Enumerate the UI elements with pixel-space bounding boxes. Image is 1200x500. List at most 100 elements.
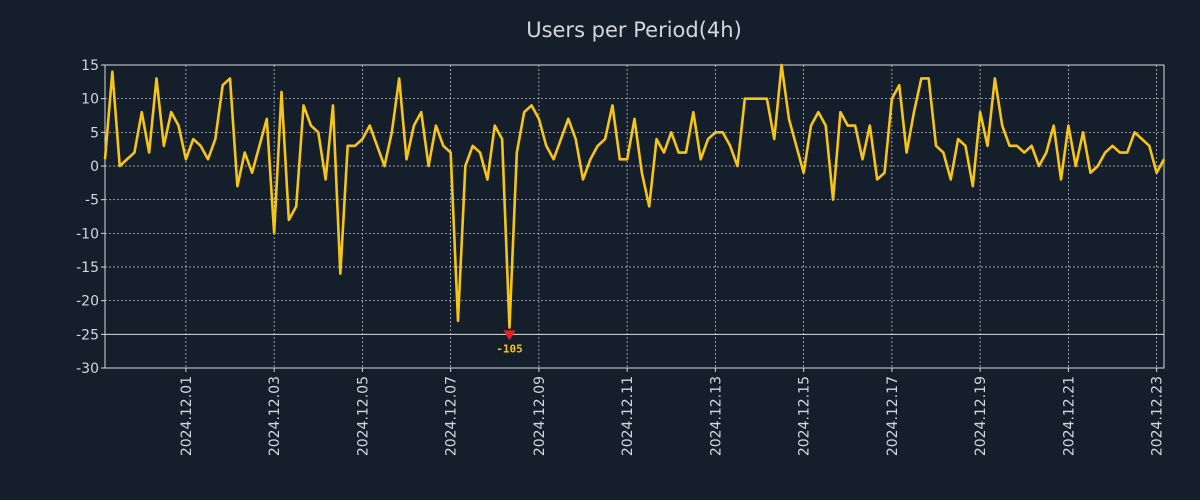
data-point: [199, 145, 201, 147]
data-point: [229, 77, 231, 79]
data-point: [685, 151, 687, 153]
data-point: [1148, 145, 1150, 147]
data-point: [729, 145, 731, 147]
data-point: [405, 158, 407, 160]
data-point: [1163, 158, 1165, 160]
data-point: [1097, 165, 1099, 167]
x-tick-label: 2024.12.03: [267, 376, 283, 456]
data-point: [185, 158, 187, 160]
data-point: [802, 172, 804, 174]
data-point: [126, 158, 128, 160]
data-point: [758, 97, 760, 99]
data-point: [574, 138, 576, 140]
y-tick-label: -25: [76, 327, 99, 343]
data-point: [383, 165, 385, 167]
min-marker-icon: [503, 330, 516, 341]
data-point: [589, 158, 591, 160]
data-point: [207, 158, 209, 160]
data-point: [1126, 151, 1128, 153]
data-point: [376, 145, 378, 147]
data-point: [177, 124, 179, 126]
data-point: [663, 151, 665, 153]
data-point: [744, 97, 746, 99]
data-point: [369, 124, 371, 126]
data-point: [994, 77, 996, 79]
data-point: [780, 64, 782, 66]
data-point: [582, 178, 584, 180]
data-point: [869, 124, 871, 126]
data-point: [427, 165, 429, 167]
data-point: [714, 131, 716, 133]
x-tick-label: 2024.12.13: [708, 376, 724, 456]
data-point: [935, 145, 937, 147]
data-point: [1045, 151, 1047, 153]
data-point: [420, 111, 422, 113]
data-point: [221, 84, 223, 86]
data-point: [398, 77, 400, 79]
data-point: [1141, 138, 1143, 140]
data-point: [861, 158, 863, 160]
data-point: [751, 97, 753, 99]
x-tick-label: 2024.12.11: [620, 376, 636, 456]
data-point: [1030, 145, 1032, 147]
data-point: [317, 131, 319, 133]
data-point: [192, 138, 194, 140]
series-layer: [103, 63, 1166, 329]
data-point: [530, 104, 532, 106]
data-point: [1016, 145, 1018, 147]
data-point: [810, 124, 812, 126]
data-point: [773, 138, 775, 140]
y-tick-label: -10: [76, 226, 99, 242]
data-point: [111, 71, 113, 73]
data-point: [560, 138, 562, 140]
data-point: [302, 104, 304, 106]
data-point: [442, 145, 444, 147]
data-point: [567, 118, 569, 120]
y-tick-label: -5: [85, 193, 99, 209]
y-tick-label: 10: [81, 92, 99, 108]
data-point: [155, 77, 157, 79]
plot-frame: [104, 64, 1165, 369]
y-axis: 15 10 5 0 -5 -10 -15 -20 -25 -30: [76, 58, 105, 377]
data-point: [273, 232, 275, 234]
data-point: [626, 158, 628, 160]
x-tick-label: 2024.12.07: [444, 376, 460, 456]
min-annotation-label: -105: [496, 342, 523, 355]
x-tick-label: 2024.12.17: [885, 376, 901, 456]
data-point: [486, 178, 488, 180]
data-point: [597, 145, 599, 147]
data-point: [927, 77, 929, 79]
y-tick-label: -15: [76, 260, 99, 276]
data-point: [736, 165, 738, 167]
data-point: [472, 145, 474, 147]
data-point: [633, 118, 635, 120]
x-axis: 2024.12.01 2024.12.03 2024.12.05 2024.12.07…: [179, 368, 1166, 456]
data-point: [699, 158, 701, 160]
data-point: [611, 104, 613, 106]
y-tick-label: 0: [90, 159, 99, 175]
data-point: [494, 124, 496, 126]
data-point: [655, 138, 657, 140]
x-tick-label: 2024.12.15: [797, 376, 813, 456]
data-point: [898, 84, 900, 86]
data-point: [266, 118, 268, 120]
data-point: [413, 124, 415, 126]
data-point: [825, 124, 827, 126]
series-line-users: [103, 63, 1166, 329]
data-point: [295, 205, 297, 207]
data-point: [847, 124, 849, 126]
data-point: [1119, 151, 1121, 153]
data-point: [766, 97, 768, 99]
data-point: [957, 138, 959, 140]
data-point: [258, 145, 260, 147]
annotation-layer: -105: [496, 330, 523, 355]
data-point: [457, 320, 459, 322]
data-point: [236, 185, 238, 187]
data-point: [148, 151, 150, 153]
data-point: [1075, 165, 1077, 167]
data-point: [479, 151, 481, 153]
data-point: [251, 172, 253, 174]
x-tick-label: 2024.12.05: [355, 376, 371, 456]
data-point: [979, 111, 981, 113]
